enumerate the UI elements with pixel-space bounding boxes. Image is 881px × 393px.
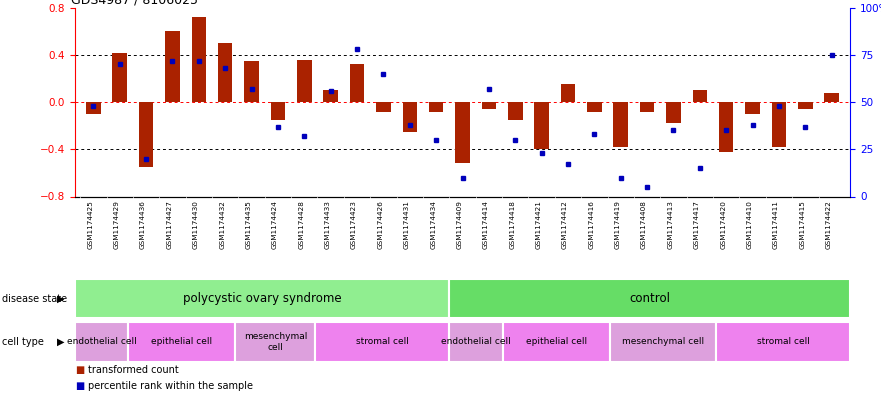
Bar — [129, 322, 235, 362]
Text: GSM1174415: GSM1174415 — [799, 200, 805, 248]
Bar — [825, 93, 839, 102]
Text: polycystic ovary syndrome: polycystic ovary syndrome — [182, 292, 341, 305]
Bar — [323, 90, 338, 102]
Text: GSM1174435: GSM1174435 — [246, 200, 252, 248]
Bar — [666, 102, 681, 123]
Text: GSM1174424: GSM1174424 — [272, 200, 278, 248]
Text: GSM1174418: GSM1174418 — [509, 200, 515, 248]
Text: stromal cell: stromal cell — [757, 338, 810, 346]
Bar — [745, 102, 759, 114]
Bar — [613, 102, 628, 147]
Text: GSM1174430: GSM1174430 — [193, 200, 199, 248]
Bar — [719, 102, 734, 152]
Bar — [315, 322, 449, 362]
Text: GSM1174421: GSM1174421 — [536, 200, 542, 248]
Text: mesenchymal cell: mesenchymal cell — [622, 338, 704, 346]
Text: GSM1174412: GSM1174412 — [562, 200, 568, 248]
Text: GSM1174408: GSM1174408 — [641, 200, 648, 248]
Bar — [692, 90, 707, 102]
Bar — [376, 102, 390, 112]
Text: GSM1174423: GSM1174423 — [351, 200, 357, 248]
Text: GSM1174434: GSM1174434 — [430, 200, 436, 248]
Text: cell type: cell type — [2, 337, 44, 347]
Bar — [587, 102, 602, 112]
Bar — [166, 31, 180, 102]
Text: epithelial cell: epithelial cell — [152, 338, 212, 346]
Text: GSM1174417: GSM1174417 — [694, 200, 700, 248]
Bar — [429, 102, 443, 112]
Text: GSM1174416: GSM1174416 — [589, 200, 595, 248]
Text: percentile rank within the sample: percentile rank within the sample — [88, 381, 253, 391]
Text: GSM1174429: GSM1174429 — [114, 200, 120, 248]
Text: GSM1174425: GSM1174425 — [87, 200, 93, 248]
Text: stromal cell: stromal cell — [356, 338, 409, 346]
Bar — [798, 102, 812, 109]
Text: endothelial cell: endothelial cell — [441, 338, 511, 346]
Text: transformed count: transformed count — [88, 365, 179, 375]
Bar — [610, 322, 716, 362]
Text: GSM1174410: GSM1174410 — [746, 200, 752, 248]
Bar — [350, 64, 365, 102]
Bar — [772, 102, 786, 147]
Text: ▶: ▶ — [56, 294, 64, 304]
Bar — [503, 322, 610, 362]
Bar — [449, 279, 850, 318]
Bar — [455, 102, 470, 163]
Text: GSM1174436: GSM1174436 — [140, 200, 146, 248]
Text: mesenchymal
cell: mesenchymal cell — [244, 332, 307, 352]
Text: GDS4987 / 8106025: GDS4987 / 8106025 — [71, 0, 198, 7]
Text: GSM1174428: GSM1174428 — [299, 200, 304, 248]
Text: disease state: disease state — [2, 294, 67, 304]
Text: GSM1174420: GSM1174420 — [721, 200, 726, 248]
Text: GSM1174432: GSM1174432 — [219, 200, 226, 248]
Bar — [449, 322, 503, 362]
Text: GSM1174414: GSM1174414 — [483, 200, 489, 248]
Text: GSM1174427: GSM1174427 — [167, 200, 173, 248]
Text: GSM1174426: GSM1174426 — [377, 200, 383, 248]
Bar — [640, 102, 655, 112]
Text: GSM1174422: GSM1174422 — [825, 200, 832, 248]
Bar — [560, 84, 575, 102]
Text: GSM1174411: GSM1174411 — [773, 200, 779, 248]
Text: epithelial cell: epithelial cell — [526, 338, 587, 346]
Bar — [270, 102, 285, 120]
Bar — [218, 43, 233, 102]
Text: GSM1174431: GSM1174431 — [403, 200, 410, 248]
Text: GSM1174419: GSM1174419 — [615, 200, 621, 248]
Bar — [403, 102, 417, 132]
Bar — [297, 60, 312, 102]
Bar — [716, 322, 850, 362]
Bar — [508, 102, 522, 120]
Bar — [139, 102, 153, 167]
Text: ■: ■ — [75, 381, 84, 391]
Text: control: control — [629, 292, 670, 305]
Text: GSM1174433: GSM1174433 — [325, 200, 330, 248]
Text: GSM1174409: GSM1174409 — [456, 200, 463, 248]
Bar — [244, 61, 259, 102]
Text: endothelial cell: endothelial cell — [67, 338, 137, 346]
Bar — [86, 102, 100, 114]
Bar — [75, 279, 449, 318]
Bar — [535, 102, 549, 149]
Bar — [191, 17, 206, 102]
Bar — [75, 322, 129, 362]
Text: ■: ■ — [75, 365, 84, 375]
Bar — [235, 322, 315, 362]
Bar — [113, 53, 127, 102]
Bar — [482, 102, 496, 109]
Text: GSM1174413: GSM1174413 — [668, 200, 673, 248]
Text: ▶: ▶ — [56, 337, 64, 347]
